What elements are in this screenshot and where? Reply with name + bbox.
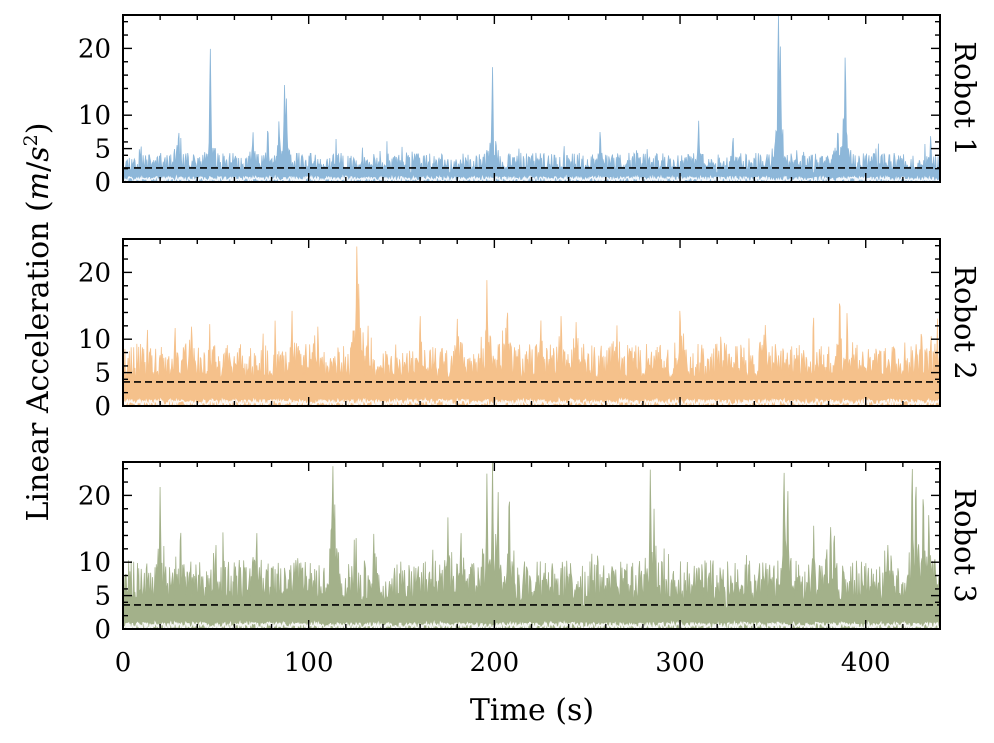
y-tick-label: 10 [78,325,111,355]
series-area-robot-3 [123,462,940,629]
y-tick-label: 0 [94,168,111,198]
y-axis-label-text: Linear Acceleration ( [21,200,56,521]
series-area-robot-2 [123,246,940,406]
x-tick-labels: 0 100 200 300 400 [115,648,891,678]
panel-label-robot-1: Robot 1 [948,41,982,156]
x-tick-label: 400 [841,648,891,678]
panel-label-robot-2: Robot 2 [948,265,982,380]
y-tick-label: 20 [78,34,111,64]
panel-2: 05 10 20 Robot 2 [78,238,982,422]
y-tick-label: 0 [94,392,111,422]
y-axis-label-unit-m: m [21,172,56,200]
panel-3: 05 10 20 Robot 3 [78,461,982,645]
y-axis-label-close: ) [21,122,56,134]
x-tick-label: 0 [115,648,132,678]
y-tick-label: 5 [94,359,111,389]
x-tick-label: 100 [284,648,334,678]
y-axis-label: Linear Acceleration (m/s2) [20,122,56,521]
y-tick-label: 10 [78,548,111,578]
series-area-robot-1 [123,15,940,182]
y-tick-label: 10 [78,101,111,131]
y-tick-label: 20 [78,258,111,288]
y-tick-label: 0 [94,615,111,645]
x-tick-label: 300 [655,648,705,678]
panel-1: 05 10 20 Robot 1 [78,14,982,198]
y-axis-label-unit-exp: 2 [20,134,42,146]
y-tick-label: 5 [94,582,111,612]
y-axis-label-unit-s: s [21,146,56,161]
y-tick-label: 5 [94,135,111,165]
y-axis-label-unit-slash: / [21,161,56,172]
y-tick-label: 20 [78,481,111,511]
x-tick-label: 200 [470,648,520,678]
x-axis-label: Time (s) [470,693,594,728]
panel-label-robot-3: Robot 3 [948,488,982,603]
